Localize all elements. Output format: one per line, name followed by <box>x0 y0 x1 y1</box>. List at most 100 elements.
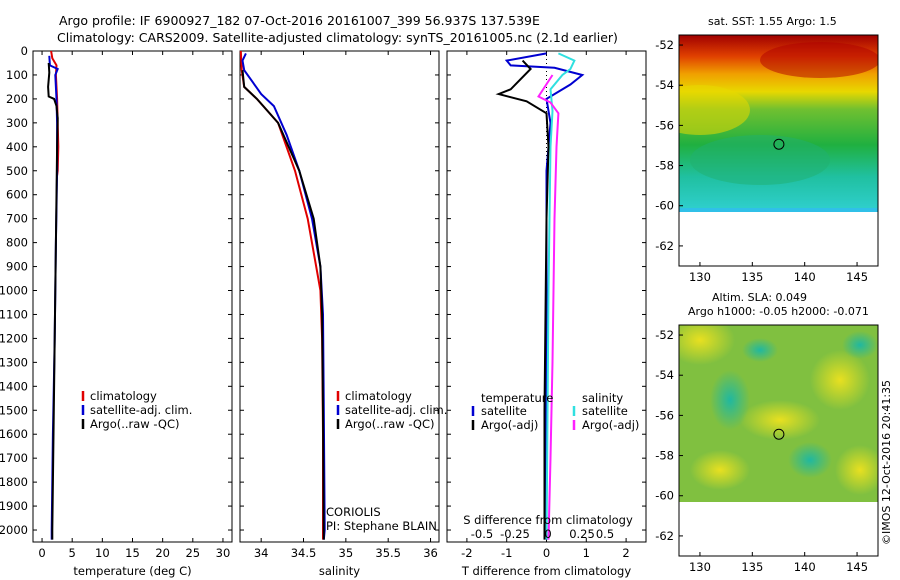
x-tick-label: 34.5 <box>291 546 317 560</box>
legend-title-temperature: temperature <box>481 391 553 405</box>
legend-label: satellite-adj. clim. <box>345 403 447 417</box>
y-tick-label: 2000 <box>0 523 28 537</box>
annotation-institution: CORIOLIS <box>326 505 381 519</box>
x-tick-label: 15 <box>125 546 140 560</box>
y-tick-label: 500 <box>6 164 28 178</box>
legend-label: climatology <box>345 389 412 403</box>
series-line-argo-adj- <box>495 59 550 540</box>
legend-label: Argo(-adj) <box>481 418 538 432</box>
y-tick-label: -52 <box>655 38 674 52</box>
y-tick-label: 900 <box>6 260 28 274</box>
x-tick-label: 0 <box>543 546 550 560</box>
x-tick-label: 1 <box>583 546 590 560</box>
y-tick-label: 1300 <box>0 355 28 369</box>
x-tick-label: 5 <box>69 546 76 560</box>
y-tick-label: 700 <box>6 212 28 226</box>
legend-label: satellite <box>582 404 628 418</box>
sst-map-title: sat. SST: 1.55 Argo: 1.5 <box>708 15 837 28</box>
x-tick-label: 20 <box>155 546 170 560</box>
title-line-1: Argo profile: IF 6900927_182 07-Oct-2016… <box>59 13 540 28</box>
sst-map: sat. SST: 1.55 Argo: 1.5 <box>679 15 878 212</box>
x-tick-label: 135 <box>741 270 763 284</box>
y-tick-label: 300 <box>6 116 28 130</box>
x-axis-label: temperature (deg C) <box>73 564 191 578</box>
x-tick-label: 145 <box>846 270 868 284</box>
x-tick-label: 135 <box>741 560 763 574</box>
legend-label: Argo(..raw -QC) <box>90 417 180 431</box>
legend-label: Argo(-adj) <box>582 418 639 432</box>
map-frame <box>678 324 879 557</box>
series-line-argo-adj- <box>537 74 560 540</box>
x-axis-label: T difference from climatology <box>461 564 632 578</box>
legend-label: satellite <box>481 404 527 418</box>
map-frame <box>678 34 879 267</box>
top-x-tick-label: -0.5 <box>471 527 493 541</box>
y-tick-label: -52 <box>655 328 674 342</box>
annotation-pi: PI: Stephane BLAIN <box>326 519 437 533</box>
y-tick-label: 600 <box>6 188 28 202</box>
top-x-axis-label: S difference from climatology <box>463 513 633 527</box>
y-tick-label: -58 <box>655 159 674 173</box>
plot-frame <box>32 50 233 543</box>
x-tick-label: 145 <box>846 560 868 574</box>
x-tick-label: 25 <box>185 546 200 560</box>
y-tick-label: 1400 <box>0 379 28 393</box>
x-tick-label: 2 <box>622 546 629 560</box>
legend-label: satellite-adj. clim. <box>90 403 192 417</box>
x-tick-label: 140 <box>794 560 816 574</box>
x-tick-label: -1 <box>501 546 512 560</box>
sla-field <box>679 325 878 502</box>
x-axis-label: salinity <box>319 564 360 578</box>
y-tick-label: 1800 <box>0 475 28 489</box>
map-axes-sst-map: 130 135 140 145 -52 -54 -56 -58 -60 -62 <box>655 34 879 284</box>
y-tick-label: -62 <box>655 529 674 543</box>
x-tick-label: 36 <box>423 546 438 560</box>
y-tick-label: -60 <box>655 489 674 503</box>
x-tick-label: 10 <box>95 546 110 560</box>
top-x-tick-label: 0.5 <box>596 527 614 541</box>
x-tick-label: 140 <box>794 270 816 284</box>
x-tick-label: 130 <box>689 560 711 574</box>
y-tick-label: -60 <box>655 199 674 213</box>
map-axes-sla-map: 130 135 140 145 -52 -54 -56 -58 -60 -62 <box>655 324 879 574</box>
y-tick-label: 1200 <box>0 331 28 345</box>
panel-temperature: 0 5 10 15 20 25 300100200300400500600700800900… <box>0 44 233 578</box>
legend-label: Argo(..raw -QC) <box>345 417 435 431</box>
series-line-argo-raw-qc- <box>47 62 59 540</box>
top-x-tick-label: 0 <box>544 527 551 541</box>
argo-location-marker <box>773 428 785 440</box>
y-tick-label: 1500 <box>0 403 28 417</box>
x-tick-label: -2 <box>461 546 472 560</box>
panel-difference: -2 -1 0 1 2 T difference from climatology temp… <box>446 50 647 578</box>
y-tick-label: 1700 <box>0 451 28 465</box>
y-tick-label: -56 <box>655 408 674 422</box>
y-tick-label: 1000 <box>0 284 28 298</box>
x-tick-label: 130 <box>689 270 711 284</box>
sla-map-title: Altim. SLA: 0.049 <box>712 291 807 304</box>
title-line-2: Climatology: CARS2009. Satellite-adjuste… <box>57 30 618 45</box>
x-tick-label: 34 <box>254 546 269 560</box>
x-tick-label: 35 <box>339 546 354 560</box>
y-tick-label: 400 <box>6 140 28 154</box>
y-tick-label: -62 <box>655 239 674 253</box>
y-tick-label: 1100 <box>0 307 28 321</box>
series-line-argo-raw-qc- <box>241 70 325 540</box>
x-tick-label: 30 <box>216 546 231 560</box>
legend-title-salinity: salinity <box>582 391 623 405</box>
y-tick-label: -54 <box>655 368 674 382</box>
y-tick-label: 200 <box>6 92 28 106</box>
y-tick-label: 800 <box>6 236 28 250</box>
sst-field <box>679 35 878 212</box>
y-tick-label: 1900 <box>0 499 28 513</box>
panel-salinity: 34 34.5 35 35.5 36 salinity climatologysatelli… <box>239 50 447 578</box>
sla-map-subtitle: Argo h1000: -0.05 h2000: -0.071 <box>688 305 869 318</box>
y-tick-label: -56 <box>655 118 674 132</box>
credit-text: ©IMOS 12-Oct-2016 20:41:35 <box>880 380 893 545</box>
sla-map: Altim. SLA: 0.049 Argo h1000: -0.05 h200… <box>679 291 878 502</box>
top-x-tick-label: 0.25 <box>569 527 595 541</box>
plot-frame <box>239 50 440 543</box>
y-tick-label: 1600 <box>0 427 28 441</box>
x-tick-label: 35.5 <box>375 546 401 560</box>
y-tick-label: 0 <box>21 44 28 58</box>
